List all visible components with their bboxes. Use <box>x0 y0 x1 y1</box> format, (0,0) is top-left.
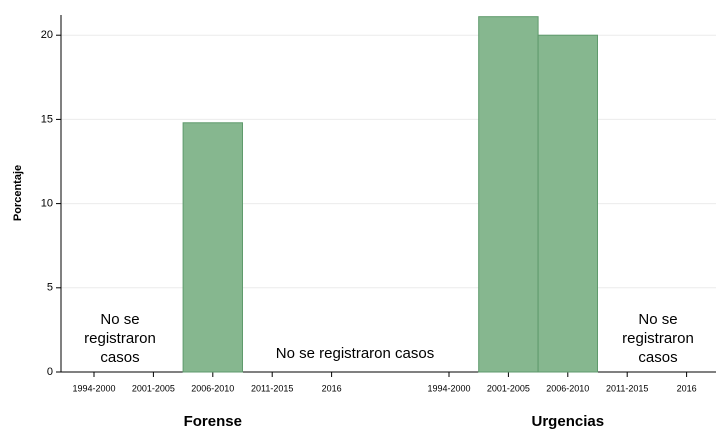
x-tick-label: 2016 <box>677 383 697 393</box>
annotation: No se <box>638 311 677 328</box>
x-tick-label: 1994-2000 <box>427 383 470 393</box>
bar <box>182 122 244 373</box>
y-tick-label: 5 <box>47 282 53 294</box>
x-tick-label: 2001-2005 <box>487 383 530 393</box>
y-axis-label: Porcentaje <box>12 165 24 221</box>
y-tick-label: 10 <box>41 198 53 210</box>
annotation: registraron <box>84 330 156 347</box>
x-tick-label: 2011-2015 <box>606 383 648 393</box>
annotation: casos <box>100 349 139 366</box>
annotation: No se registraron casos <box>276 345 434 362</box>
x-tick-label: 2006-2010 <box>546 383 589 393</box>
x-tick-label: 2001-2005 <box>132 383 175 393</box>
x-tick-label: 2006-2010 <box>191 383 234 393</box>
x-tick-label: 2016 <box>322 383 342 393</box>
y-tick-label: 15 <box>41 113 53 125</box>
y-tick-label: 20 <box>41 29 53 41</box>
group-label: Urgencias <box>532 413 605 430</box>
y-tick-label: 0 <box>47 366 53 378</box>
group-label: Forense <box>184 413 242 430</box>
annotation: No se <box>100 311 139 328</box>
annotation: casos <box>638 349 677 366</box>
annotation: registraron <box>622 330 694 347</box>
x-tick-label: 2011-2015 <box>251 383 293 393</box>
bar <box>537 34 598 373</box>
bar <box>478 16 539 373</box>
x-tick-label: 1994-2000 <box>72 383 115 393</box>
